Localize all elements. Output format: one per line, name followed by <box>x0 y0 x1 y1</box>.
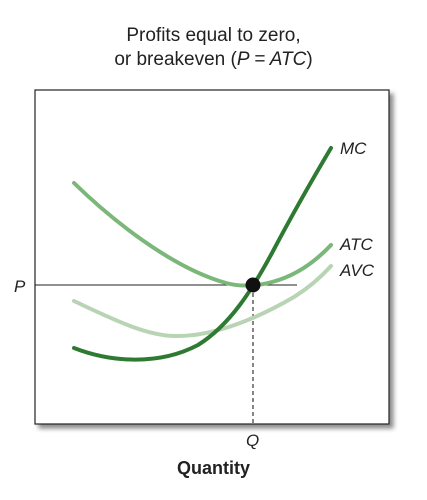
chart-title-line-2: or breakeven (P = ATC) <box>0 48 427 72</box>
mc-curve <box>72 146 333 362</box>
title-prefix: or breakeven ( <box>114 49 237 70</box>
atc-curve <box>72 181 333 288</box>
avc-curve <box>72 264 333 339</box>
chart-title-line-1: Profits equal to zero, <box>126 25 301 46</box>
quantity-axis-label: Q <box>246 431 259 450</box>
title-suffix: ) <box>306 49 313 70</box>
breakeven-point <box>245 277 261 293</box>
atc-label: ATC <box>339 235 373 254</box>
title-math: P = ATC <box>236 49 307 70</box>
price-axis-label: P <box>14 277 26 296</box>
avc-label: AVC <box>339 261 375 280</box>
x-axis-title: Quantity <box>176 458 250 478</box>
plot-frame <box>34 89 390 425</box>
mc-label: MC <box>340 139 367 158</box>
